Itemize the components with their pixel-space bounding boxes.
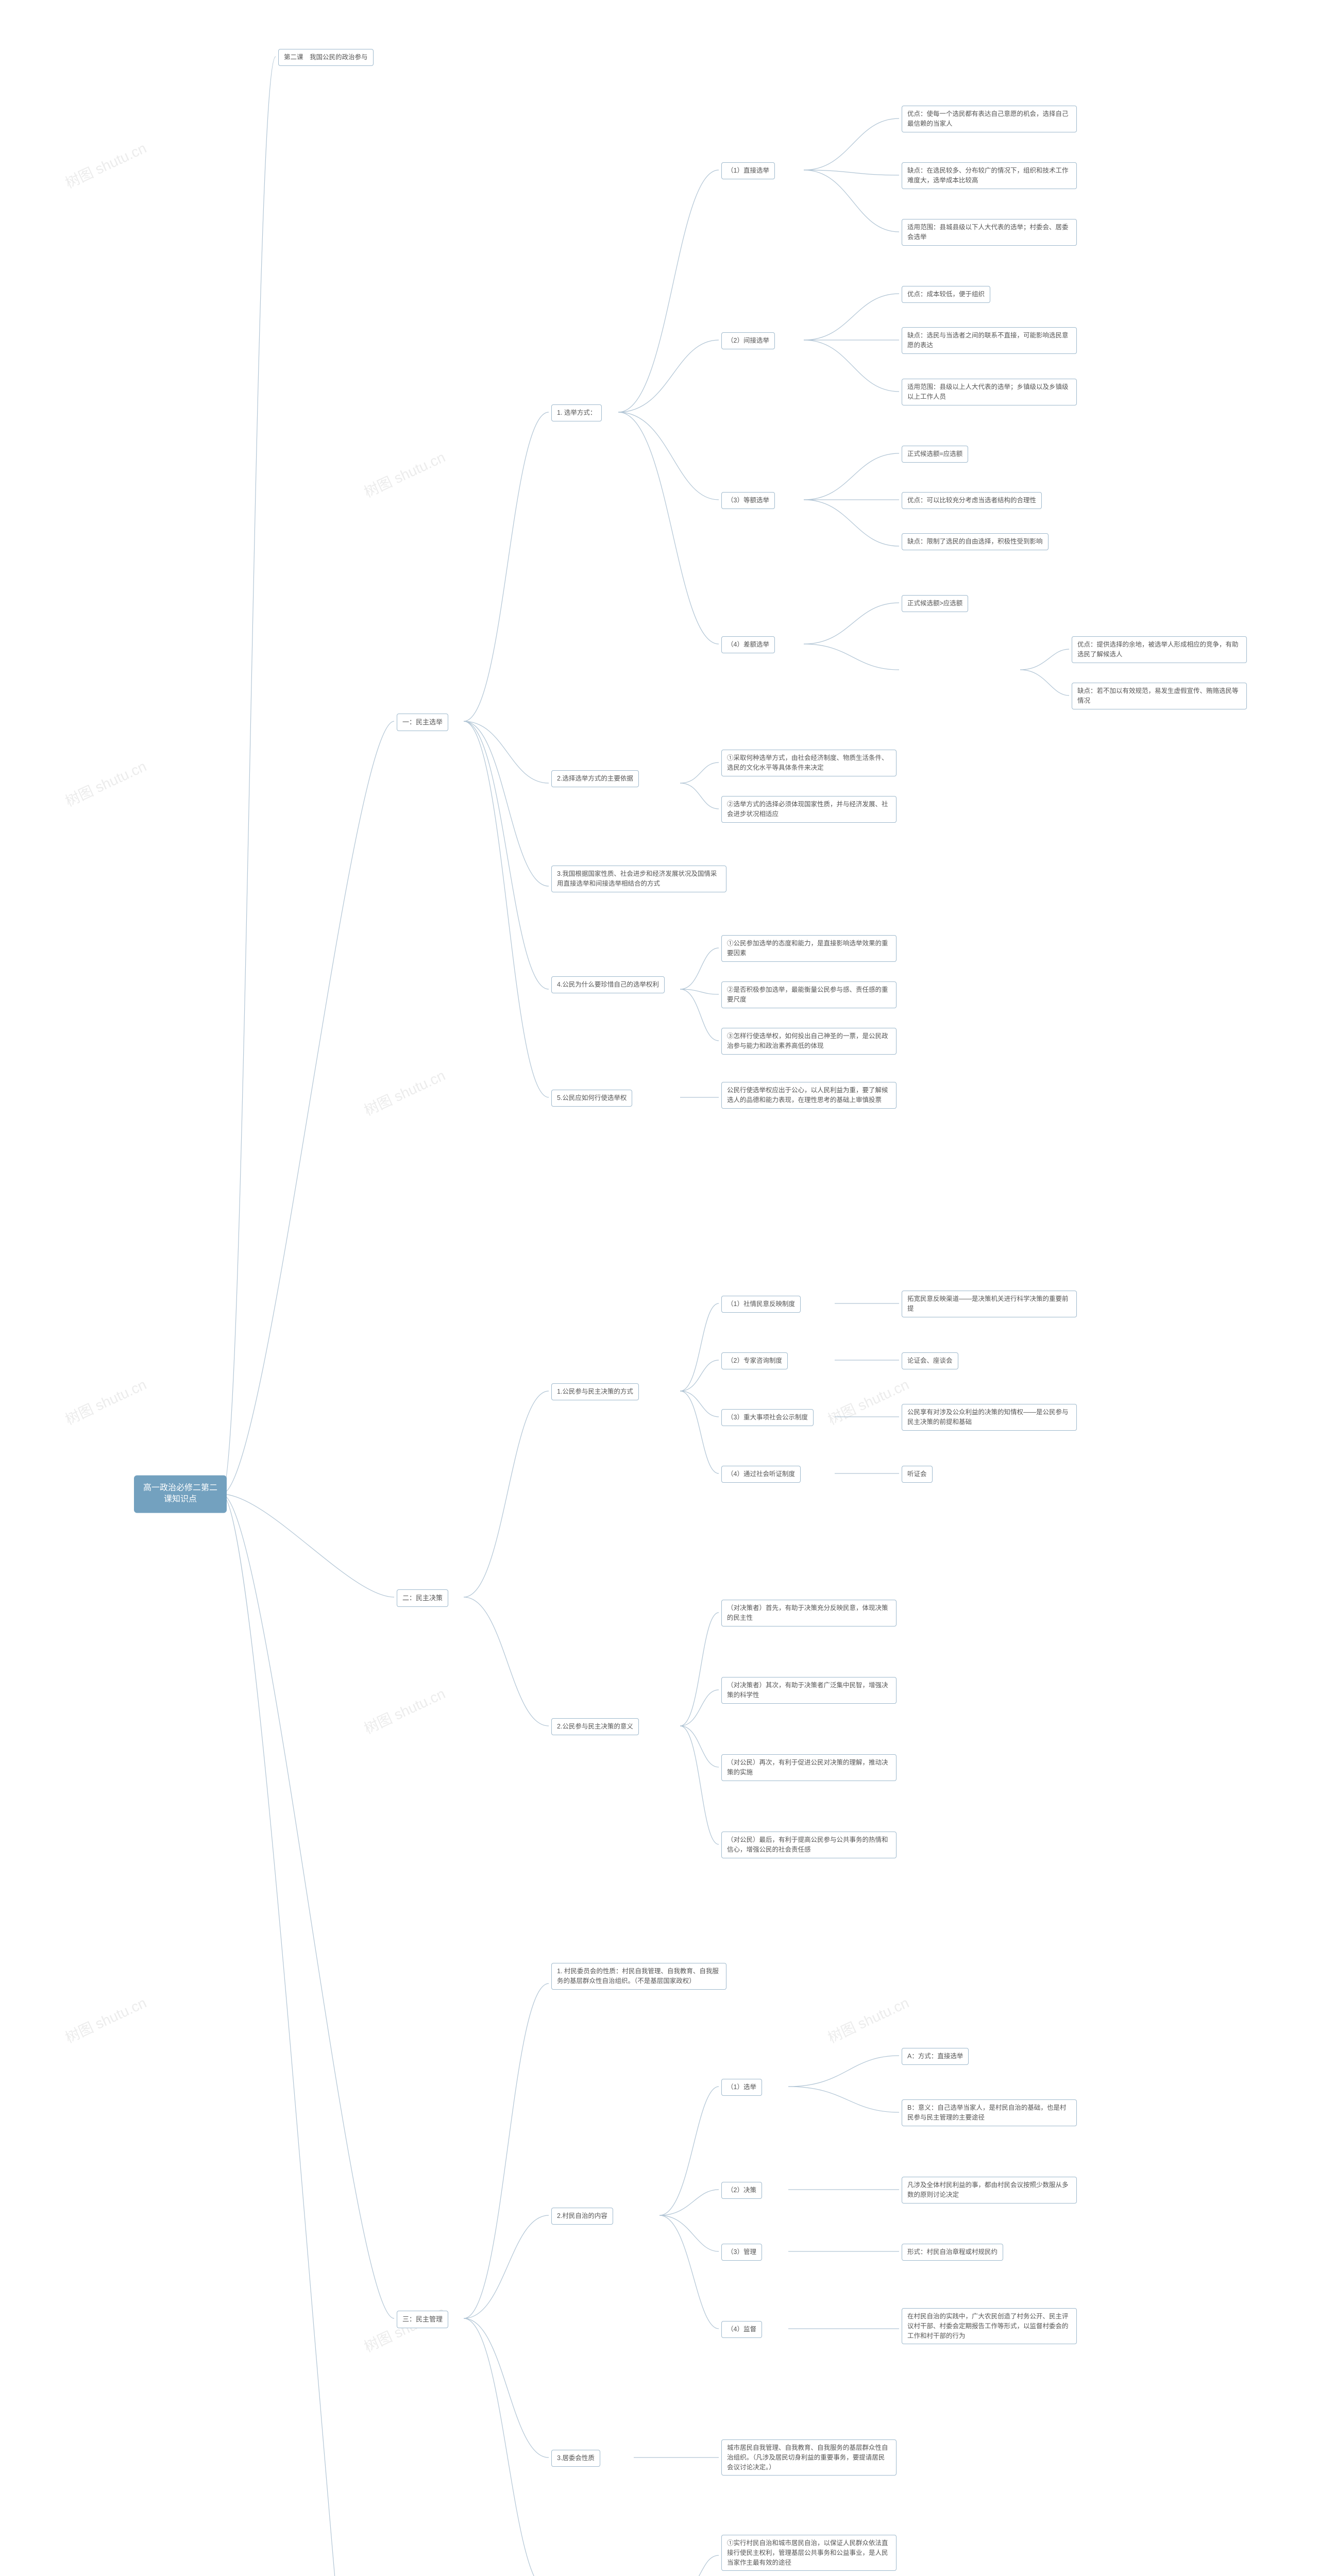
node-indirect-election[interactable]: （2）间接选举	[721, 332, 775, 349]
node-1-2[interactable]: 2.选择选举方式的主要依据	[551, 770, 639, 787]
watermark: 树图 shutu.cn	[824, 1374, 912, 1429]
leaf[interactable]: ①公民参加选举的态度和能力，是直接影响选举效果的重要因素	[721, 935, 897, 962]
watermark: 树图 shutu.cn	[360, 1064, 448, 1120]
leaf[interactable]: 公民行使选举权应出于公心，以人民利益为重，要了解候选人的品德和能力表现，在理性思…	[721, 1082, 897, 1109]
node-direct-election[interactable]: （1）直接选举	[721, 162, 775, 179]
node-1-5[interactable]: 5.公民应如何行使选举权	[551, 1090, 632, 1107]
watermark: 树图 shutu.cn	[360, 2301, 448, 2357]
leaf[interactable]: ①实行村民自治和城市居民自治，以保证人民群众依法直接行使民主权利，管理基层公共事…	[721, 2535, 897, 2571]
leaf[interactable]: （对公民）再次，有利于促进公民对决策的理解，推动决策的实施	[721, 1754, 897, 1781]
watermark: 树图 shutu.cn	[824, 1992, 912, 2047]
leaf[interactable]: （2）决策	[721, 2182, 762, 2199]
leaf[interactable]: （3）重大事项社会公示制度	[721, 1409, 814, 1426]
leaf[interactable]: ③怎样行使选举权，如何投出自己神圣的一票，是公民政治参与能力和政治素养高低的体现	[721, 1028, 897, 1055]
leaf[interactable]: 缺点：选民与当选者之间的联系不直接，可能影响选民意愿的表达	[902, 327, 1077, 354]
node-1-3[interactable]: 3.我国根据国家性质、社会进步和经济发展状况及国情采用直接选举和间接选举相结合的…	[551, 866, 726, 892]
leaf[interactable]: 缺点：在选民较多、分布较广的情况下，组织和技术工作难度大，选举成本比较高	[902, 162, 1077, 189]
leaf[interactable]: 听证会	[902, 1466, 933, 1483]
leaf[interactable]: ②是否积极参加选举，最能衡量公民参与感、责任感的重要尺度	[721, 981, 897, 1008]
leaf[interactable]: B：意义：自己选举当家人，是村民自治的基础，也是村民参与民主管理的主要途径	[902, 2099, 1077, 2126]
node-1-1[interactable]: 1. 选举方式：	[551, 404, 602, 421]
leaf[interactable]: （对决策者）首先，有助于决策充分反映民意，体现决策的民主性	[721, 1600, 897, 1626]
node-3-3[interactable]: 3.居委会性质	[551, 2450, 600, 2467]
leaf[interactable]: （对决策者）其次，有助于决策者广泛集中民智，增强决策的科学性	[721, 1677, 897, 1704]
leaf[interactable]: 凡涉及全体村民利益的事，都由村民会议按照少数服从多数的原则讨论决定	[902, 2177, 1077, 2204]
node-3-1[interactable]: 1. 村民委员会的性质：村民自我管理、自我教育、自我服务的基层群众性自治组织。（…	[551, 1963, 726, 1990]
leaf[interactable]: （4）监督	[721, 2321, 762, 2338]
section-1[interactable]: 一：民主选举	[397, 714, 448, 731]
leaf[interactable]: 适用范围：县级以上人大代表的选举；乡镇级以及乡镇级以上工作人员	[902, 379, 1077, 405]
leaf[interactable]: 拓宽民意反映渠道——是决策机关进行科学决策的重要前提	[902, 1291, 1077, 1317]
leaf[interactable]: 公民享有对涉及公众利益的决策的知情权——是公民参与民主决策的前提和基础	[902, 1404, 1077, 1431]
mindmap-canvas: 树图 shutu.cn 树图 shutu.cn 树图 shutu.cn 树图 s…	[0, 0, 1319, 2576]
leaf[interactable]: 正式候选额=应选额	[902, 446, 968, 463]
leaf[interactable]: 优点：使每一个选民都有表达自己意愿的机会，选择自己最信赖的当家人	[902, 106, 1077, 132]
leaf[interactable]: 缺点：限制了选民的自由选择，积极性受到影响	[902, 533, 1049, 550]
connector-lines	[0, 0, 1319, 2576]
leaf[interactable]: 形式：村民自治章程或村规民约	[902, 2244, 1003, 2261]
watermark: 树图 shutu.cn	[360, 446, 448, 502]
watermark: 树图 shutu.cn	[61, 1992, 149, 2047]
leaf[interactable]: （2）专家咨询制度	[721, 1352, 788, 1369]
leaf[interactable]: 优点：可以比较充分考虑当选者结构的合理性	[902, 492, 1042, 509]
leaf[interactable]: （3）管理	[721, 2244, 762, 2261]
leaf[interactable]: （对公民）最后，有利于提高公民参与公共事务的热情和信心，增强公民的社会责任感	[721, 1832, 897, 1858]
leaf[interactable]: 论证会、座谈会	[902, 1352, 958, 1369]
watermark: 树图 shutu.cn	[61, 755, 149, 811]
leaf[interactable]: 优点：提供选择的余地，被选举人形成相应的竞争，有助选民了解候选人	[1072, 636, 1247, 663]
section-3[interactable]: 三：民主管理	[397, 2311, 448, 2328]
leaf[interactable]: A：方式：直接选举	[902, 2048, 969, 2065]
node-3-2[interactable]: 2.村民自治的内容	[551, 2208, 613, 2225]
node-2-1[interactable]: 1.公民参与民主决策的方式	[551, 1383, 639, 1400]
leaf[interactable]: ②选举方式的选择必须体现国家性质，并与经济发展、社会进步状况相适应	[721, 796, 897, 823]
leaf[interactable]: ①采取何种选举方式，由社会经济制度、物质生活条件、选民的文化水平等具体条件来决定	[721, 750, 897, 776]
root-node[interactable]: 高一政治必修二第二课知识点	[134, 1476, 227, 1513]
leaf[interactable]: （1）选举	[721, 2079, 762, 2096]
leaf[interactable]: 优点：成本较低，便于组织	[902, 286, 990, 303]
leaf[interactable]: （1）社情民意反映制度	[721, 1296, 801, 1313]
leaf[interactable]: 在村民自治的实践中，广大农民创造了村务公开、民主评议村干部、村委会定期报告工作等…	[902, 2308, 1077, 2344]
leaf[interactable]: 适用范围：县城县级以下人大代表的选举；村委会、居委会选举	[902, 219, 1077, 246]
watermark: 树图 shutu.cn	[61, 137, 149, 193]
leaf[interactable]: 正式候选额>应选额	[902, 595, 968, 612]
node-2-2[interactable]: 2.公民参与民主决策的意义	[551, 1718, 639, 1735]
section-2[interactable]: 二：民主决策	[397, 1589, 448, 1607]
leaf[interactable]: （4）通过社会听证制度	[721, 1466, 801, 1483]
node-equal-election[interactable]: （3）等额选举	[721, 492, 775, 509]
node-diff-election[interactable]: （4）差额选举	[721, 636, 775, 653]
watermark: 树图 shutu.cn	[360, 1683, 448, 1738]
leaf[interactable]: 城市居民自我管理、自我教育、自我服务的基层群众性自治组织。（凡涉及居民切身利益的…	[721, 2439, 897, 2476]
title-node[interactable]: 第二课 我国公民的政治参与	[278, 49, 374, 66]
watermark: 树图 shutu.cn	[61, 1374, 149, 1429]
leaf[interactable]: 缺点：若不加以有效规范，易发生虚假宣传、贿赂选民等情况	[1072, 683, 1247, 709]
node-1-4[interactable]: 4.公民为什么要珍惜自己的选举权利	[551, 976, 665, 993]
